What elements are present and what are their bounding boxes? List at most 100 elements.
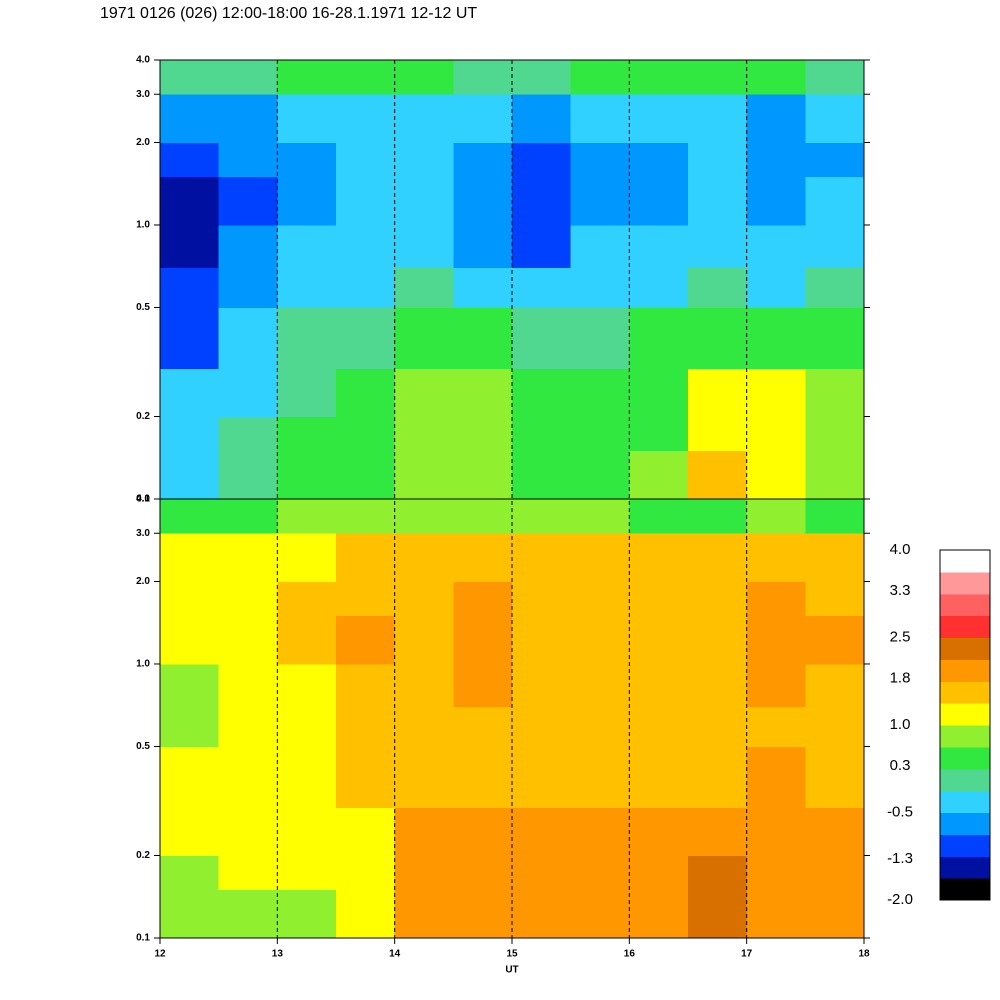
y-tick-label: 3.0 (136, 89, 150, 100)
heatmap-cell (688, 267, 748, 308)
heatmap-cell (277, 581, 337, 617)
heatmap-cell (512, 307, 572, 369)
y-tick-label: 0.1 (136, 494, 150, 505)
heatmap-cell (746, 60, 806, 95)
heatmap-cell (160, 663, 220, 707)
heatmap-cell (746, 307, 806, 369)
heatmap-cell (160, 176, 220, 226)
heatmap-cell (688, 581, 748, 617)
heatmap-cell (746, 450, 806, 500)
heatmap-cell (570, 663, 630, 707)
colorbar-label: -2.0 (887, 891, 913, 908)
heatmap-cell (570, 307, 630, 369)
heatmap-cell (453, 663, 513, 707)
heatmap-cell (512, 224, 572, 268)
heatmap-cell (160, 615, 220, 665)
y-tick-label: 3.0 (136, 528, 150, 539)
heatmap-cell (512, 60, 572, 95)
heatmap-cell (570, 746, 630, 808)
heatmap-cell (629, 224, 689, 268)
heatmap-cell (336, 855, 396, 891)
heatmap-cell (160, 533, 220, 582)
heatmap-cell (570, 416, 630, 452)
heatmap-cell (629, 416, 689, 452)
heatmap-cell (805, 267, 865, 308)
colorbar-swatch (940, 790, 990, 813)
heatmap-cell (218, 142, 278, 178)
heatmap-cell (746, 807, 806, 857)
heatmap-cell (453, 368, 513, 418)
heatmap-cell (160, 581, 220, 617)
heatmap-cell (805, 807, 865, 857)
colorbar-label: 0.3 (890, 757, 911, 774)
heatmap-cell (394, 368, 454, 418)
heatmap-cell (805, 615, 865, 665)
heatmap-cell (160, 416, 220, 452)
heatmap-cell (218, 499, 278, 534)
heatmap-cell (570, 142, 630, 178)
heatmap-cell (805, 663, 865, 707)
heatmap-cell (277, 706, 337, 747)
y-tick-label: 0.2 (136, 411, 150, 422)
heatmap-cell (688, 499, 748, 534)
heatmap-cell (570, 450, 630, 500)
heatmap-cell (218, 615, 278, 665)
heatmap-cell (394, 663, 454, 707)
heatmap-cell (218, 581, 278, 617)
heatmap-cell (688, 416, 748, 452)
colorbar-label: 4.0 (890, 541, 911, 558)
heatmap-cell (512, 663, 572, 707)
heatmap-cell (805, 581, 865, 617)
heatmap-cell (336, 746, 396, 808)
heatmap-cell (394, 581, 454, 617)
colorbar-swatch (940, 856, 990, 879)
colorbar-label: 3.3 (890, 582, 911, 599)
heatmap-cell (512, 267, 572, 308)
heatmap-cell (512, 499, 572, 534)
colorbar-swatch (940, 812, 990, 835)
heatmap-cell (453, 533, 513, 582)
heatmap-cell (570, 706, 630, 747)
colorbar-swatch (940, 768, 990, 792)
heatmap-cell (218, 889, 278, 939)
y-tick-label: 2.0 (136, 576, 150, 587)
heatmap-cell (688, 855, 748, 891)
heatmap-cell (629, 746, 689, 808)
heatmap-cell (746, 533, 806, 582)
colorbar-swatch (940, 550, 990, 573)
heatmap-cell (746, 224, 806, 268)
heatmap-cell (512, 416, 572, 452)
heatmap-cell (394, 499, 454, 534)
heatmap-cell (688, 94, 748, 143)
heatmap-cell (746, 615, 806, 665)
heatmap-cell (512, 615, 572, 665)
heatmap-cell (453, 307, 513, 369)
heatmap-cell (218, 416, 278, 452)
heatmap-cell (394, 267, 454, 308)
heatmap-cell (512, 807, 572, 857)
heatmap-cell (688, 450, 748, 500)
heatmap-cell (570, 60, 630, 95)
heatmap-cell (512, 746, 572, 808)
y-tick-label: 1.0 (136, 659, 150, 670)
heatmap-cell (453, 142, 513, 178)
x-axis-label: UT (505, 965, 518, 976)
heatmap-cell (277, 224, 337, 268)
heatmap-cell (160, 60, 220, 95)
heatmap-cell (394, 706, 454, 747)
colorbar-swatch (940, 681, 990, 704)
heatmap-cell (688, 533, 748, 582)
heatmap-cell (629, 176, 689, 226)
heatmap-cell (688, 142, 748, 178)
heatmap-cell (453, 746, 513, 808)
heatmap-cell (218, 663, 278, 707)
heatmap-cell (277, 533, 337, 582)
y-tick-label: 0.2 (136, 850, 150, 861)
colorbar-swatch (940, 703, 990, 726)
heatmap-cell (160, 706, 220, 747)
heatmap-cell (336, 368, 396, 418)
heatmap-cell (160, 450, 220, 500)
heatmap-cell (629, 807, 689, 857)
heatmap-cell (512, 706, 572, 747)
heatmap-cell (453, 450, 513, 500)
